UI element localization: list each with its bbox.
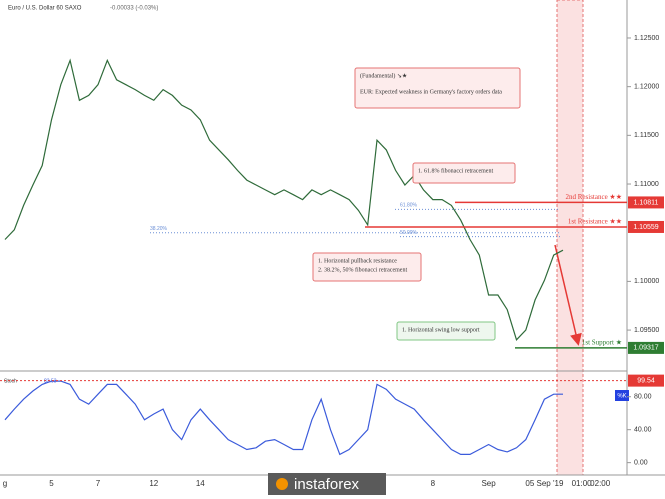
stoch-level-label: 99.54	[637, 377, 655, 384]
fib-label: 61.80%	[400, 203, 418, 209]
stoch-level-box	[628, 374, 664, 387]
annotation-box	[412, 162, 516, 184]
level-price-box	[628, 341, 664, 354]
annotation-text: 1. Horizontal swing low support	[402, 327, 480, 333]
series-line	[4, 58, 564, 341]
y-tick-label: 1.10000	[634, 278, 659, 285]
fib-label: 50.00%	[400, 230, 418, 236]
fib-label: 38.20%	[150, 226, 168, 232]
y-tick-label: 1.12500	[634, 35, 659, 42]
annotation-box	[396, 321, 496, 341]
annotation-box	[312, 252, 422, 282]
y-tick-label: 1.12000	[634, 84, 659, 91]
legend-swatch	[615, 390, 629, 401]
level-price: 1.10559	[633, 224, 658, 231]
y-tick-label: 1.11500	[634, 132, 659, 139]
x-tick-label: 5	[49, 479, 54, 488]
forecast-arrow	[554, 244, 582, 346]
annotation-text: 2. 38.2%, 50% fibonacci retracement	[318, 266, 407, 273]
x-tick-label: 14	[196, 479, 205, 488]
chart-title: Euro / U.S. Dollar 60 SAXO	[8, 6, 82, 12]
x-tick-label: g	[3, 479, 7, 488]
x-tick-label: 02:00	[590, 479, 611, 488]
logo: instaforex	[294, 476, 360, 493]
y-tick-label: 40.00	[634, 427, 652, 434]
x-tick-label: 01:00	[572, 479, 593, 488]
level-name: 1st Resistance ★★	[568, 218, 622, 226]
annotation-text: EUR: Expected weakness in Germany's fact…	[360, 88, 502, 95]
level-price: 1.10811	[634, 199, 659, 206]
annotation-text: 1. Horizontal pullback resistance	[318, 258, 397, 264]
x-tick-label: 8	[431, 479, 436, 488]
annotation-text: (Fundamental) ↘★	[360, 72, 407, 79]
level-price: 1.09317	[633, 345, 658, 352]
y-tick-label: 0.00	[634, 459, 648, 466]
logo-icon	[276, 478, 288, 490]
level-price-box	[628, 196, 664, 209]
logo-bg	[268, 473, 386, 495]
series-line	[4, 380, 563, 456]
stoch-title: Stoch	[4, 378, 17, 384]
x-tick-label: 12	[149, 479, 158, 488]
legend-label: %K	[617, 394, 626, 400]
x-tick-label: 05 Sep '19	[525, 479, 564, 488]
forecast-zone	[556, 0, 584, 476]
level-name: 1st Support ★	[582, 339, 622, 347]
x-tick-label: 7	[96, 479, 101, 488]
x-tick-label: Sep	[481, 479, 496, 488]
level-name: 2nd Resistance ★★	[566, 193, 623, 201]
y-tick-label: 80.00	[634, 394, 652, 401]
chart-subtitle: -0.00033 (-0.03%)	[110, 6, 158, 12]
y-tick-label: 1.09500	[634, 327, 659, 334]
annotation-box	[354, 67, 521, 109]
annotation-text: 1. 61.8% fibonacci retracement	[418, 167, 493, 174]
level-price-box	[628, 220, 664, 233]
y-tick-label: 1.11000	[634, 181, 659, 188]
